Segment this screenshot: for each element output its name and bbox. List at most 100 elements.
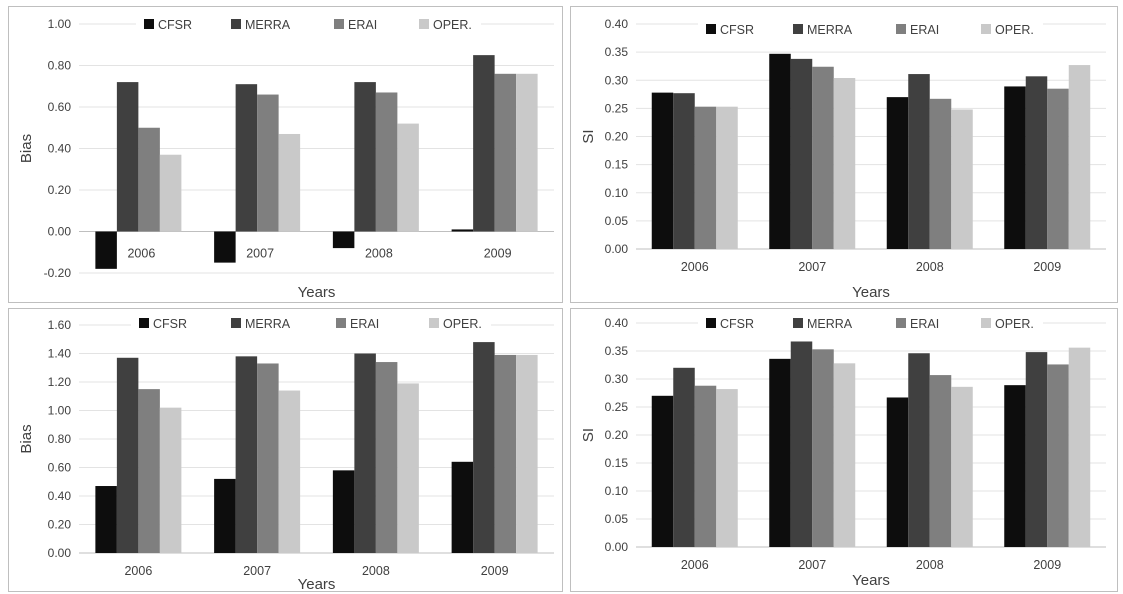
legend-label: ERAI — [350, 317, 379, 331]
bar-erai-2007 — [257, 94, 279, 232]
bar-cfsr-2007 — [769, 358, 791, 547]
legend-label: CFSR — [720, 23, 754, 37]
legend-background — [136, 15, 481, 33]
x-category-label: 2006 — [124, 564, 152, 578]
legend-swatch — [419, 19, 429, 29]
bar-oper-2009 — [516, 73, 538, 232]
bar-erai-2009 — [494, 354, 517, 553]
bar-merra-2007 — [790, 341, 813, 547]
y-tick-label: 1.00 — [48, 404, 72, 418]
legend-background — [131, 314, 491, 332]
bar-merra-2007 — [235, 84, 258, 232]
x-axis-title: Years — [298, 284, 336, 301]
bar-erai-2006 — [138, 127, 160, 232]
legend-swatch — [793, 24, 803, 34]
legend-swatch — [334, 19, 344, 29]
y-tick-label: 0.00 — [48, 225, 72, 239]
legend-label: MERRA — [245, 18, 291, 32]
y-tick-label: 0.20 — [48, 183, 72, 197]
y-tick-label: 0.20 — [605, 428, 629, 442]
legend-swatch — [231, 19, 241, 29]
legend-label: CFSR — [158, 18, 192, 32]
bar-oper-2008 — [951, 109, 973, 249]
legend-label: ERAI — [910, 317, 939, 331]
bar-cfsr-2006 — [95, 486, 117, 553]
bar-oper-2006 — [159, 407, 182, 553]
legend-label: OPER. — [995, 317, 1034, 331]
legend-swatch — [896, 24, 906, 34]
y-tick-label: 0.05 — [605, 512, 629, 526]
y-tick-label: 0.25 — [605, 400, 629, 414]
y-tick-label: 0.40 — [48, 142, 72, 156]
legend-label: CFSR — [720, 317, 754, 331]
legend-swatch — [706, 318, 716, 328]
x-category-label: 2009 — [1033, 558, 1061, 572]
bar-oper-2006 — [159, 154, 182, 232]
legend-background — [698, 20, 1043, 38]
bar-oper-2006 — [716, 106, 738, 249]
x-axis-title: Years — [298, 576, 336, 591]
legend-swatch — [429, 318, 439, 328]
bar-merra-2009 — [1025, 76, 1048, 249]
y-tick-label: 1.60 — [48, 318, 72, 332]
bar-merra-2008 — [908, 74, 930, 249]
bar-cfsr-2008 — [886, 397, 909, 547]
bias-chart-bottom: 0.00 0.20 0.40 0.60 0.80 1.00 1.20 1.40 1.60 2006… — [18, 314, 554, 591]
legend-background — [698, 314, 1043, 332]
legend-swatch — [981, 318, 991, 328]
y-tick-label: 0.15 — [605, 158, 629, 172]
y-tick-label: 0.30 — [605, 73, 629, 87]
bar-merra-2006 — [673, 367, 695, 547]
legend-swatch — [896, 318, 906, 328]
bar-cfsr-2009 — [1004, 385, 1026, 547]
y-tick-label: 0.05 — [605, 214, 629, 228]
bias-chart-top: -0.20 0.00 0.20 0.40 0.60 0.80 1.00 2006 2007 200… — [18, 15, 554, 301]
y-tick-label: 0.40 — [48, 489, 72, 503]
bar-erai-2009 — [494, 73, 517, 232]
x-category-label: 2007 — [246, 247, 274, 261]
chart-panel-si-top: 0.00 0.05 0.10 0.15 0.20 0.25 0.30 0.35 0.40 2006… — [570, 6, 1118, 303]
y-tick-label: 0.60 — [48, 100, 72, 114]
x-category-label: 2008 — [916, 558, 944, 572]
legend-label: ERAI — [348, 18, 377, 32]
bar-cfsr-2009 — [451, 461, 474, 553]
legend-label: MERRA — [807, 23, 853, 37]
y-tick-label: 1.00 — [48, 17, 72, 31]
y-tick-label: 0.35 — [605, 45, 629, 59]
bar-erai-2009 — [1047, 88, 1069, 249]
bar-merra-2009 — [473, 342, 495, 553]
x-category-label: 2006 — [681, 558, 709, 572]
y-tick-label: 0.60 — [48, 461, 72, 475]
bar-merra-2009 — [1025, 352, 1048, 547]
x-category-label: 2006 — [127, 247, 155, 261]
y-tick-label: 0.00 — [605, 540, 629, 554]
y-tick-label: 0.40 — [605, 316, 629, 330]
bar-cfsr-2008 — [886, 97, 909, 249]
bar-cfsr-2006 — [651, 92, 674, 249]
si-chart-top: 0.00 0.05 0.10 0.15 0.20 0.25 0.30 0.35 0.40 2006… — [580, 17, 1106, 301]
legend-label: ERAI — [910, 23, 939, 37]
bar-oper-2007 — [833, 78, 856, 249]
x-category-label: 2007 — [798, 260, 826, 274]
y-axis-title: Bias — [18, 134, 35, 163]
y-tick-label: 0.25 — [605, 101, 629, 115]
y-tick-label: 0.35 — [605, 344, 629, 358]
bar-merra-2007 — [235, 356, 258, 553]
bar-merra-2006 — [116, 357, 139, 553]
bar-cfsr-2007 — [769, 53, 791, 249]
bar-oper-2009 — [1068, 65, 1091, 249]
y-tick-label: 0.20 — [605, 130, 629, 144]
bar-cfsr-2007 — [214, 478, 236, 553]
bar-oper-2009 — [516, 354, 538, 553]
legend-label: OPER. — [995, 23, 1034, 37]
bar-erai-2008 — [929, 98, 952, 249]
legend-swatch — [793, 318, 803, 328]
bar-oper-2007 — [278, 390, 301, 553]
y-tick-label: 0.30 — [605, 372, 629, 386]
bar-erai-2006 — [694, 385, 717, 547]
y-axis-title: Bias — [18, 424, 35, 453]
bar-merra-2009 — [473, 55, 495, 232]
legend-label: OPER. — [433, 18, 472, 32]
x-axis-title: Years — [852, 572, 890, 589]
bar-erai-2008 — [929, 375, 952, 547]
